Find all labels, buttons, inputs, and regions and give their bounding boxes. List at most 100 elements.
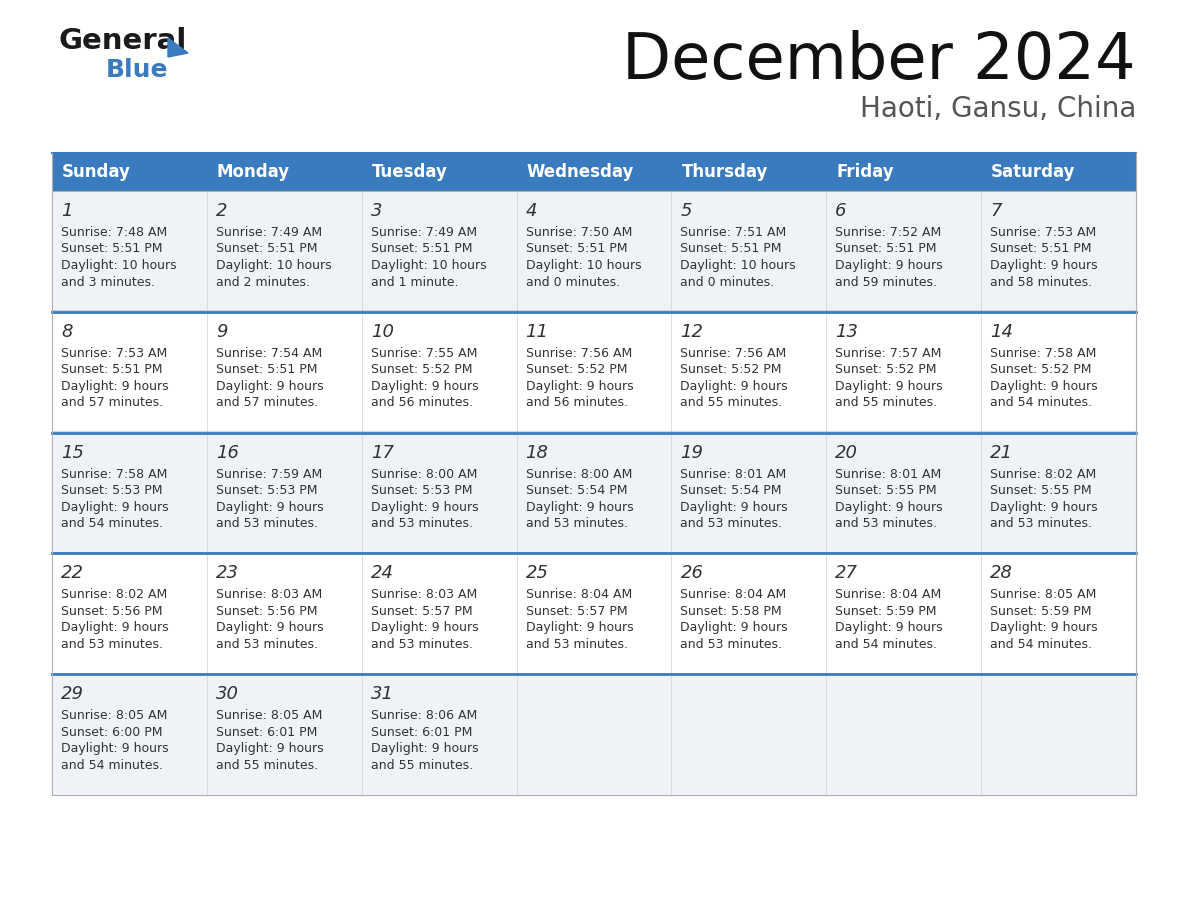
Text: Sunrise: 8:05 AM: Sunrise: 8:05 AM (216, 710, 322, 722)
Text: Sunrise: 7:49 AM: Sunrise: 7:49 AM (371, 226, 476, 239)
Text: Daylight: 9 hours: Daylight: 9 hours (216, 500, 323, 513)
Text: Daylight: 9 hours: Daylight: 9 hours (371, 742, 479, 756)
Text: and 53 minutes.: and 53 minutes. (216, 517, 318, 530)
Text: Sunset: 5:51 PM: Sunset: 5:51 PM (371, 242, 472, 255)
Text: 26: 26 (681, 565, 703, 582)
Text: Sunrise: 8:03 AM: Sunrise: 8:03 AM (371, 588, 476, 601)
Text: Daylight: 9 hours: Daylight: 9 hours (61, 500, 169, 513)
Text: Sunrise: 7:50 AM: Sunrise: 7:50 AM (525, 226, 632, 239)
Text: Sunrise: 8:02 AM: Sunrise: 8:02 AM (990, 467, 1097, 481)
Text: Daylight: 9 hours: Daylight: 9 hours (61, 380, 169, 393)
Text: Daylight: 9 hours: Daylight: 9 hours (61, 742, 169, 756)
Text: and 58 minutes.: and 58 minutes. (990, 275, 1092, 288)
Text: Sunset: 5:52 PM: Sunset: 5:52 PM (835, 364, 937, 376)
Text: Daylight: 9 hours: Daylight: 9 hours (681, 500, 788, 513)
Text: 25: 25 (525, 565, 549, 582)
Text: Sunrise: 7:58 AM: Sunrise: 7:58 AM (61, 467, 168, 481)
Text: Saturday: Saturday (991, 163, 1075, 181)
Text: Sunset: 5:52 PM: Sunset: 5:52 PM (371, 364, 472, 376)
Text: Sunset: 5:51 PM: Sunset: 5:51 PM (681, 242, 782, 255)
Text: Sunset: 5:57 PM: Sunset: 5:57 PM (525, 605, 627, 618)
Text: 2: 2 (216, 202, 227, 220)
Text: 3: 3 (371, 202, 383, 220)
Text: 28: 28 (990, 565, 1013, 582)
Text: and 55 minutes.: and 55 minutes. (681, 397, 783, 409)
Text: Sunrise: 8:01 AM: Sunrise: 8:01 AM (681, 467, 786, 481)
Text: 10: 10 (371, 323, 393, 341)
Text: and 56 minutes.: and 56 minutes. (371, 397, 473, 409)
Text: Daylight: 9 hours: Daylight: 9 hours (61, 621, 169, 634)
Text: Sunset: 5:51 PM: Sunset: 5:51 PM (61, 364, 163, 376)
Text: 11: 11 (525, 323, 549, 341)
Text: Daylight: 10 hours: Daylight: 10 hours (371, 259, 486, 272)
Text: Sunset: 6:00 PM: Sunset: 6:00 PM (61, 726, 163, 739)
Text: 17: 17 (371, 443, 393, 462)
Text: Sunrise: 7:53 AM: Sunrise: 7:53 AM (61, 347, 168, 360)
Text: and 54 minutes.: and 54 minutes. (61, 517, 163, 530)
Text: Daylight: 9 hours: Daylight: 9 hours (371, 500, 479, 513)
Text: Daylight: 9 hours: Daylight: 9 hours (525, 621, 633, 634)
Text: and 0 minutes.: and 0 minutes. (525, 275, 620, 288)
Bar (827, 153, 981, 191)
Text: and 54 minutes.: and 54 minutes. (835, 638, 937, 651)
Text: 4: 4 (525, 202, 537, 220)
Text: Daylight: 9 hours: Daylight: 9 hours (990, 259, 1098, 272)
Text: and 53 minutes.: and 53 minutes. (835, 517, 937, 530)
Text: 12: 12 (681, 323, 703, 341)
Text: Daylight: 10 hours: Daylight: 10 hours (525, 259, 642, 272)
Text: 21: 21 (990, 443, 1013, 462)
Text: 23: 23 (216, 565, 239, 582)
Text: 16: 16 (216, 443, 239, 462)
Text: Sunrise: 7:55 AM: Sunrise: 7:55 AM (371, 347, 478, 360)
Text: Daylight: 9 hours: Daylight: 9 hours (681, 380, 788, 393)
Bar (207, 153, 361, 191)
Text: and 3 minutes.: and 3 minutes. (61, 275, 154, 288)
Text: 9: 9 (216, 323, 227, 341)
Text: Daylight: 9 hours: Daylight: 9 hours (835, 621, 943, 634)
Text: 5: 5 (681, 202, 691, 220)
Text: Sunrise: 8:05 AM: Sunrise: 8:05 AM (990, 588, 1097, 601)
Text: and 53 minutes.: and 53 minutes. (61, 638, 163, 651)
Text: and 53 minutes.: and 53 minutes. (216, 638, 318, 651)
Bar (52, 554, 1136, 674)
Text: and 53 minutes.: and 53 minutes. (990, 517, 1092, 530)
Text: and 54 minutes.: and 54 minutes. (990, 397, 1092, 409)
Text: and 54 minutes.: and 54 minutes. (61, 758, 163, 772)
Text: General: General (58, 27, 187, 55)
Text: Sunrise: 7:53 AM: Sunrise: 7:53 AM (990, 226, 1097, 239)
Text: 31: 31 (371, 685, 393, 703)
Bar (517, 153, 671, 191)
Text: 29: 29 (61, 685, 84, 703)
Text: Sunset: 5:58 PM: Sunset: 5:58 PM (681, 605, 782, 618)
Text: Sunset: 5:51 PM: Sunset: 5:51 PM (216, 364, 317, 376)
Text: 20: 20 (835, 443, 858, 462)
Text: 1: 1 (61, 202, 72, 220)
Text: Sunset: 5:59 PM: Sunset: 5:59 PM (990, 605, 1092, 618)
Text: Daylight: 9 hours: Daylight: 9 hours (216, 621, 323, 634)
Text: Sunset: 6:01 PM: Sunset: 6:01 PM (371, 726, 472, 739)
Text: Sunrise: 8:00 AM: Sunrise: 8:00 AM (371, 467, 478, 481)
Text: Thursday: Thursday (682, 163, 767, 181)
Text: Daylight: 9 hours: Daylight: 9 hours (216, 742, 323, 756)
Text: and 2 minutes.: and 2 minutes. (216, 275, 310, 288)
Text: Daylight: 9 hours: Daylight: 9 hours (681, 621, 788, 634)
Text: Sunset: 5:53 PM: Sunset: 5:53 PM (216, 484, 317, 498)
Bar (52, 191, 1136, 312)
Text: Daylight: 9 hours: Daylight: 9 hours (835, 500, 943, 513)
Text: and 53 minutes.: and 53 minutes. (525, 517, 627, 530)
Text: Daylight: 9 hours: Daylight: 9 hours (371, 380, 479, 393)
Text: Sunset: 5:51 PM: Sunset: 5:51 PM (990, 242, 1092, 255)
Text: Daylight: 9 hours: Daylight: 9 hours (216, 380, 323, 393)
Text: and 53 minutes.: and 53 minutes. (371, 517, 473, 530)
Text: Sunset: 5:52 PM: Sunset: 5:52 PM (525, 364, 627, 376)
Text: Blue: Blue (106, 58, 169, 82)
Text: and 55 minutes.: and 55 minutes. (216, 758, 318, 772)
Text: Sunset: 5:54 PM: Sunset: 5:54 PM (525, 484, 627, 498)
Text: Sunrise: 8:02 AM: Sunrise: 8:02 AM (61, 588, 168, 601)
Bar (981, 153, 1136, 191)
Text: 14: 14 (990, 323, 1013, 341)
Text: Daylight: 10 hours: Daylight: 10 hours (216, 259, 331, 272)
Text: Sunrise: 8:01 AM: Sunrise: 8:01 AM (835, 467, 942, 481)
Text: Daylight: 9 hours: Daylight: 9 hours (990, 621, 1098, 634)
Text: Sunrise: 8:03 AM: Sunrise: 8:03 AM (216, 588, 322, 601)
